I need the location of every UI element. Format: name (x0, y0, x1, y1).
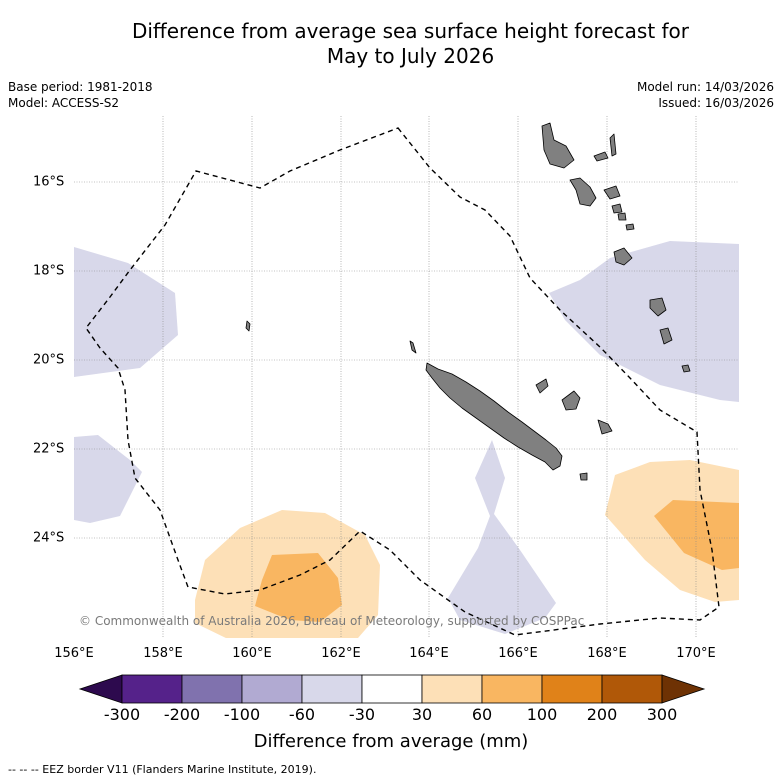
colorbar-segment-7 (481, 674, 543, 704)
gridlines (74, 116, 739, 638)
y-tick-1: 18°S (33, 263, 65, 279)
colorbar-title: Difference from average (mm) (253, 731, 529, 752)
anomaly-positive-east-mid (654, 500, 739, 570)
colorbar-segment-4 (301, 674, 363, 704)
colorbar-label-3: -60 (288, 705, 316, 724)
anomaly-negative-west-2 (74, 435, 142, 523)
x-tick-5: 166°E (498, 646, 538, 661)
x-tick-4: 164°E (409, 646, 449, 661)
title-line-1: Difference from average sea surface heig… (131, 19, 690, 43)
issued-date: Issued: 16/03/2026 (658, 96, 774, 110)
anomaly-negative-west (74, 247, 178, 377)
eez-legend: -- -- -- EEZ border V11 (Flanders Marine… (8, 763, 317, 776)
colorbar-segment-1 (121, 674, 183, 704)
y-tick-0: 16°S (33, 174, 65, 190)
colorbar-label-9: 300 (646, 705, 678, 724)
colorbar-label-5: 30 (411, 705, 433, 724)
colorbar-segment-6 (421, 674, 483, 704)
land (245, 122, 691, 481)
colorbar-label-7: 100 (526, 705, 558, 724)
x-tick-0: 156°E (54, 646, 94, 661)
colorbar-extend-min (78, 674, 123, 704)
colorbar-label-8: 200 (586, 705, 618, 724)
colorbar-segment-2 (181, 674, 243, 704)
colorbar-label-0: -300 (103, 705, 141, 724)
colorbar-segment-8 (541, 674, 603, 704)
x-tick-7: 170°E (676, 646, 716, 661)
anomaly-negative-east (549, 241, 739, 402)
anomaly-positive-south-mid (255, 553, 342, 622)
colorbar-segment-5 (361, 674, 423, 704)
y-tick-4: 24°S (33, 530, 65, 546)
x-tick-1: 158°E (143, 646, 183, 661)
model-run: Model run: 14/03/2026 (636, 80, 774, 94)
colorbar-segment-3 (241, 674, 303, 704)
meta-right: Model run: 14/03/2026 Issued: 16/03/2026 (637, 79, 774, 111)
y-tick-3: 22°S (33, 441, 65, 457)
x-tick-6: 168°E (587, 646, 627, 661)
y-tick-2: 20°S (33, 352, 65, 368)
title-line-2: May to July 2026 (326, 44, 495, 68)
colorbar-label-1: -200 (163, 705, 201, 724)
x-tick-2: 160°E (232, 646, 272, 661)
colorbar-label-4: -30 (348, 705, 376, 724)
new-caledonia (425, 362, 563, 471)
colorbar-label-6: 60 (471, 705, 493, 724)
x-tick-3: 162°E (321, 646, 361, 661)
eez-border (85, 127, 720, 636)
base-period: Base period: 1981-2018 (8, 80, 153, 94)
copyright-notice: © Commonwealth of Australia 2026, Bureau… (79, 614, 585, 628)
colorbar-label-2: -100 (223, 705, 261, 724)
colorbar-extend-max (661, 674, 706, 704)
anomaly-negative-south (448, 440, 556, 634)
colorbar-segment-9 (601, 674, 663, 704)
meta-left: Base period: 1981-2018 Model: ACCESS-S2 (8, 79, 153, 111)
model-name: Model: ACCESS-S2 (8, 96, 120, 110)
chart-title: Difference from average sea surface heig… (0, 19, 781, 69)
espiritu-santo (541, 122, 575, 169)
